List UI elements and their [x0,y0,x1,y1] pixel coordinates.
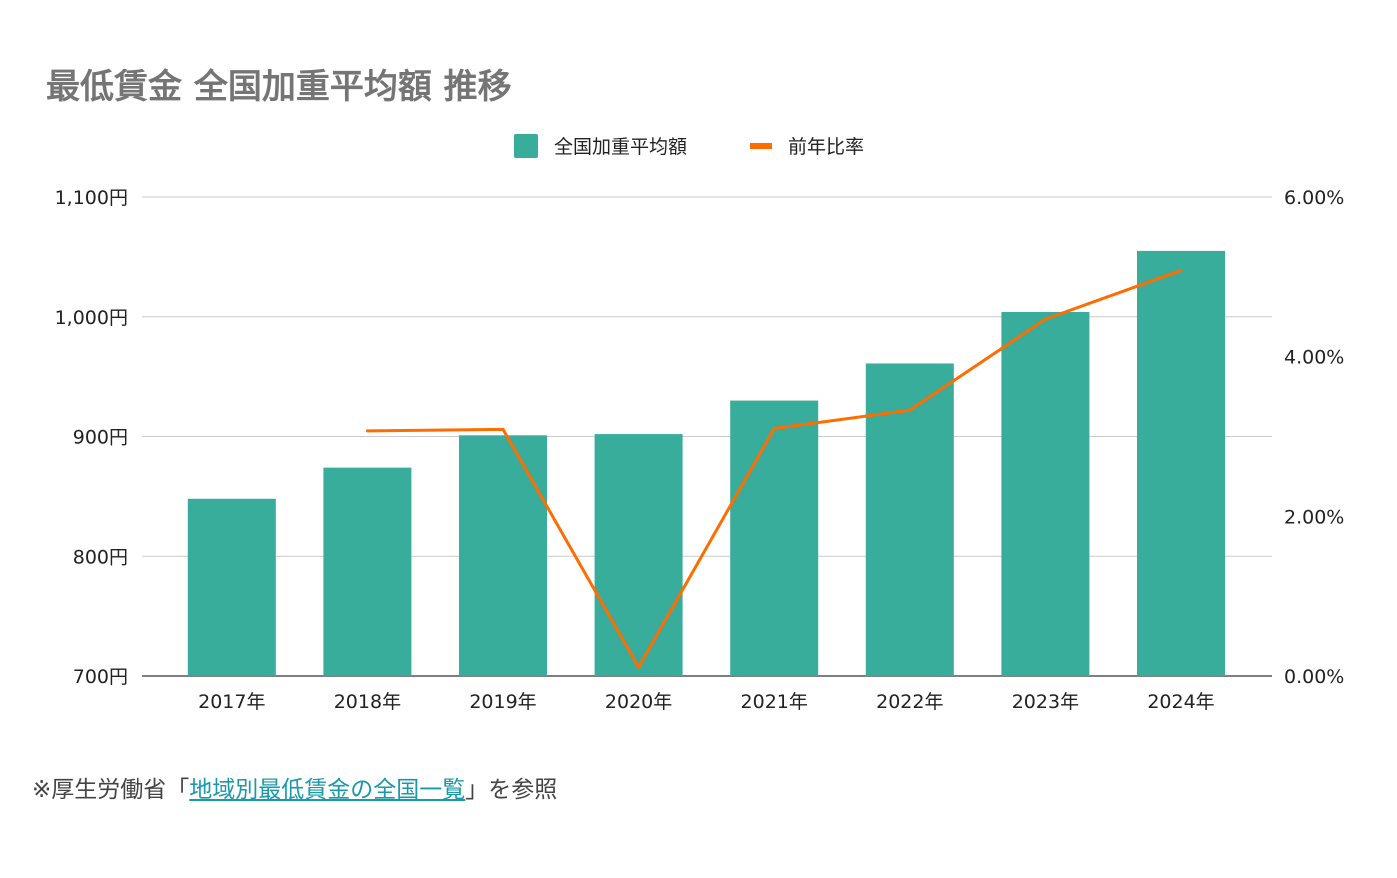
chart-title: 最低賃金 全国加重平均額 推移 [46,67,512,107]
rate-point [1043,317,1047,321]
bar [187,498,276,676]
x-axis-tick-label: 2023年 [1012,691,1079,713]
bar [730,400,819,676]
rate-point [908,408,912,412]
legend-label-line: 前年比率 [788,136,864,158]
rate-point [501,427,505,431]
x-axis-tick-label: 2017年 [198,691,265,713]
left-axis-tick-label: 700円 [73,666,128,688]
right-axis-tick-label: 4.00% [1284,347,1344,369]
x-axis-tick-label: 2021年 [741,691,808,713]
legend-swatch-line [750,143,772,149]
rate-point [772,427,776,431]
legend: 全国加重平均額 前年比率 [514,134,864,158]
source-prefix: ※厚生労働省「 [32,777,190,803]
left-axis-tick-label: 900円 [73,427,128,449]
x-axis-tick-label: 2020年 [605,691,672,713]
source-note: ※厚生労働省「地域別最低賃金の全国一覧」を参照 [32,770,557,804]
source-link[interactable]: 地域別最低賃金の全国一覧 [189,777,466,803]
bar [459,435,547,676]
bar [323,467,412,676]
bar [1137,250,1225,676]
rate-point [1179,268,1183,272]
source-suffix: 」を参照 [465,777,558,803]
legend-label-bar: 全国加重平均額 [554,136,687,158]
rate-point [637,665,641,669]
x-axis-tick-label: 2019年 [469,691,536,713]
legend-swatch-bar [514,134,538,158]
bar [594,434,683,676]
x-axis-tick-label: 2024年 [1147,691,1214,713]
x-axis-tick-label: 2018年 [334,691,401,713]
rate-point [365,429,369,433]
right-axis-tick-label: 2.00% [1284,506,1344,528]
right-axis-tick-label: 0.00% [1284,666,1344,688]
left-axis-tick-label: 1,100円 [55,187,128,209]
right-axis-tick-label: 6.00% [1284,187,1344,209]
left-axis-tick-label: 800円 [73,546,128,568]
x-axis-tick-label: 2022年 [876,691,943,713]
left-axis-tick-label: 1,000円 [55,307,128,329]
bar [1001,311,1090,676]
